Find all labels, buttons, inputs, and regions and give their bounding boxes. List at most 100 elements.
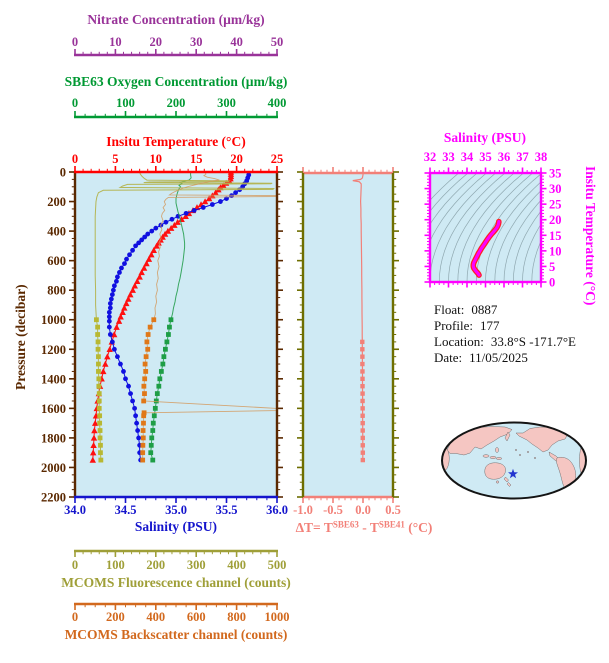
nitrate-axis: 0 10 20 30 40 50 — [72, 35, 284, 57]
isopycnal-contour — [438, 173, 506, 282]
ts-curve — [470, 218, 502, 278]
delta-t-axes: -1.0-0.50.00.5-1.0-0.50.00.5 — [293, 167, 401, 517]
land-philippines — [495, 447, 499, 453]
isopycnal-contour — [485, 181, 541, 282]
tick-label: 1000 — [41, 313, 66, 327]
date-label: Date: — [434, 350, 462, 365]
fluorescence-axis: 0 100 200 300 400 500 — [72, 549, 286, 572]
delta-t-title-sup: SBE63 — [333, 520, 360, 530]
delta-t-background — [303, 173, 393, 497]
float-id-value: 0887 — [471, 302, 498, 317]
tick-label: 35 — [479, 150, 492, 164]
tick-label: 0.5 — [385, 503, 401, 517]
isopycnal-contour — [466, 173, 533, 282]
tick-label: 100 — [116, 96, 135, 110]
oxygen-axis-title: SBE63 Oxygen Concentration (µm/kg) — [65, 74, 288, 89]
tick-label: 300 — [217, 96, 236, 110]
tick-label: 20 — [549, 213, 562, 227]
tick-label: 200 — [106, 610, 125, 624]
tick-label: 20 — [150, 35, 163, 49]
land-tasmania — [496, 480, 499, 484]
delta-t-axis-title: ΔT= TSBE63 - TSBE41 (°C) — [296, 520, 433, 536]
series-markers-delta-t — [360, 339, 366, 463]
tick-label: 400 — [146, 610, 165, 624]
tick-label: 15 — [549, 229, 562, 243]
backscatter-axis: 0 200 400 600 800 1000 — [72, 602, 290, 624]
series-markers-backscatter — [140, 317, 157, 463]
tick-label: 100 — [106, 558, 125, 572]
tick-label: 200 — [146, 558, 165, 572]
map-outline — [441, 421, 587, 500]
isopycnal-contour — [457, 173, 524, 282]
tick-label: 38 — [535, 150, 548, 164]
series-markers-sbe63-oxygen — [148, 317, 174, 463]
delta-t-series — [352, 173, 366, 463]
tick-label: -1.0 — [293, 503, 313, 517]
tick-label: 1000 — [265, 610, 290, 624]
tick-label: 10 — [549, 244, 562, 258]
tick-label: 1400 — [41, 372, 66, 386]
tick-label: 25 — [271, 152, 284, 166]
tick-label: 40 — [230, 35, 243, 49]
tick-label: 300 — [187, 558, 206, 572]
tick-label: 0 — [72, 610, 78, 624]
tick-label: 2000 — [41, 461, 66, 475]
land-australia — [484, 462, 506, 480]
float-id-label: Float: — [434, 302, 464, 317]
ts-diagram-background — [430, 173, 541, 282]
date-line: Date: 11/05/2025 — [434, 350, 528, 365]
tick-label: 1200 — [41, 343, 66, 357]
tick-label: 34.0 — [64, 503, 86, 517]
tick-label: 34 — [461, 150, 474, 164]
tick-label: 32 — [424, 150, 437, 164]
temperature-axis-title: Insitu Temperature (°C) — [106, 134, 245, 149]
tick-label: 0.0 — [355, 503, 371, 517]
pressure-axis-title: Pressure (decibar) — [13, 284, 28, 390]
land-kamchatka — [504, 431, 511, 442]
tick-label: 0 — [549, 276, 555, 290]
ts-salinity-title: Salinity (PSU) — [444, 130, 526, 145]
main-plot-background — [75, 172, 277, 497]
delta-t-panel: -1.0-0.50.00.5-1.0-0.50.00.5 — [293, 167, 401, 517]
tick-label: 25 — [549, 198, 562, 212]
isopycnal-contour — [512, 210, 541, 282]
tick-label: 33 — [442, 150, 455, 164]
land-indonesia — [496, 457, 502, 460]
tick-label: 35 — [549, 167, 562, 181]
isopycnal-contour — [430, 173, 459, 201]
main-profile-plot: 0200400600800100012001400160018002000220… — [41, 152, 288, 517]
tick-label: 600 — [187, 610, 206, 624]
series-markers-fluorescence — [94, 317, 104, 463]
backscatter-axis-title: MCOMS Backscatter channel (counts) — [65, 627, 288, 642]
series-line-delta-t — [352, 173, 364, 461]
tick-label: 0 — [60, 166, 66, 180]
delta-t-title-part: ΔT= T — [296, 520, 333, 535]
isopycnal-contour — [522, 223, 541, 282]
tick-label: 1800 — [41, 431, 66, 445]
tick-label: 10 — [109, 35, 122, 49]
tick-label: 36.0 — [266, 503, 288, 517]
float-id-line: Float: 0887 — [434, 302, 498, 317]
land-indonesia — [489, 456, 497, 459]
fluorescence-axis-title: MCOMS Fluorescence channel (counts) — [61, 575, 291, 590]
tick-label: 1600 — [41, 402, 66, 416]
land-island — [515, 449, 517, 451]
tick-label: 50 — [271, 35, 284, 49]
land-island — [534, 457, 536, 459]
density-contours — [430, 173, 541, 282]
world-map — [441, 421, 587, 500]
tick-label: 5 — [549, 260, 555, 274]
tick-label: 400 — [47, 225, 66, 239]
tick-label: 35.5 — [216, 503, 238, 517]
tick-label: 200 — [167, 96, 186, 110]
profile-number-label: Profile: — [434, 318, 473, 333]
date-value: 11/05/2025 — [469, 350, 528, 365]
land-island — [527, 451, 529, 453]
location-label: Location: — [434, 334, 484, 349]
profile-number-line: Profile: 177 — [434, 318, 500, 333]
tick-label: 37 — [516, 150, 529, 164]
tick-label: 400 — [227, 558, 246, 572]
